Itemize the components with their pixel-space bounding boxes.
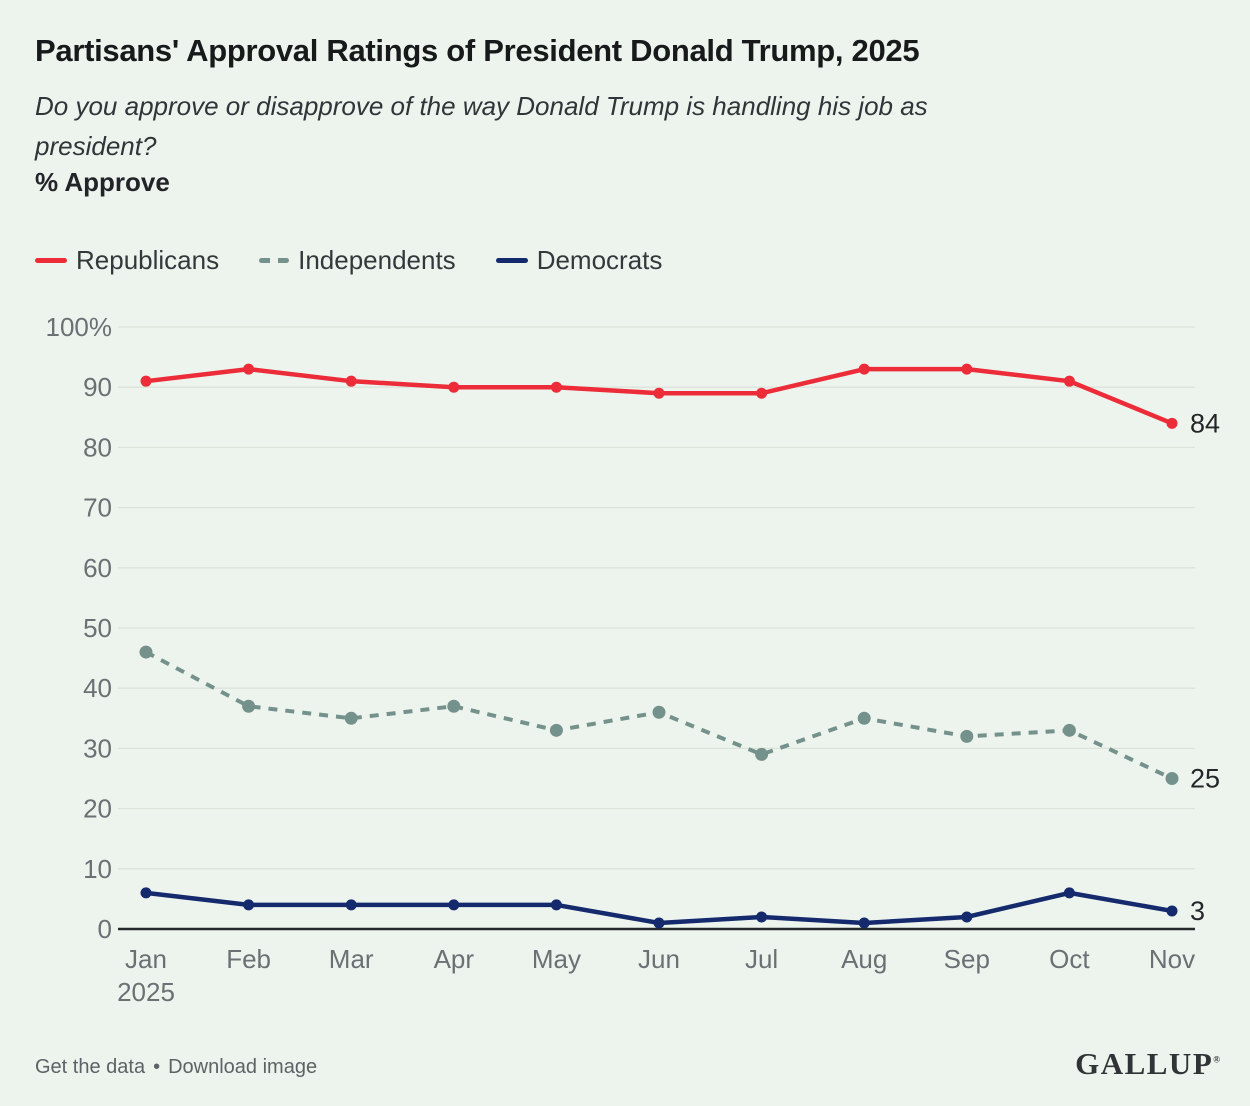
x-tick-label: Aug xyxy=(841,944,887,974)
democrats-point xyxy=(961,911,973,923)
y-tick-label: 20 xyxy=(83,794,112,824)
registered-mark-icon: ® xyxy=(1213,1054,1220,1065)
x-tick-label: Mar xyxy=(329,944,374,974)
independents-point xyxy=(857,711,871,725)
independents-point xyxy=(549,723,563,737)
y-tick-label: 100% xyxy=(46,312,113,342)
x-tick-label: Jun xyxy=(638,944,680,974)
democrats-point xyxy=(756,911,768,923)
x-tick-label: Apr xyxy=(434,944,475,974)
x-tick-label: Sep xyxy=(944,944,990,974)
democrats-point xyxy=(653,917,665,929)
republicans-point xyxy=(858,363,870,375)
y-tick-label: 60 xyxy=(83,553,112,583)
gallup-logo: GALLUP® xyxy=(1075,1046,1220,1082)
democrats-point xyxy=(1166,905,1178,917)
legend-label: Independents xyxy=(298,245,456,275)
legend-label: Republicans xyxy=(76,245,220,275)
republicans-point xyxy=(243,363,255,375)
x-tick-label: Nov xyxy=(1149,944,1195,974)
x-tick-label: Feb xyxy=(226,944,271,974)
republicans-point xyxy=(550,381,562,393)
republicans-point xyxy=(653,387,665,399)
independents-point xyxy=(139,645,153,659)
get-the-data-link[interactable]: Get the data xyxy=(35,1056,146,1078)
independents-point xyxy=(242,699,256,713)
independents-point xyxy=(344,711,358,725)
survey-question: Do you approve or disapprove of the way … xyxy=(35,91,928,161)
republicans-end-value-label: 84 xyxy=(1190,408,1220,438)
x-tick-label: May xyxy=(532,944,581,974)
independents-line xyxy=(145,650,1173,781)
republicans-line xyxy=(145,366,1173,426)
democrats-line-swatch-icon xyxy=(495,258,528,263)
democrats-point xyxy=(858,917,870,929)
y-tick-label: 40 xyxy=(83,673,112,703)
independents-point xyxy=(447,699,461,713)
x-axis-year-label: 2025 xyxy=(117,977,175,1007)
republicans-point xyxy=(961,363,973,375)
chart-legend: Republicans Independents Democrats xyxy=(35,245,662,276)
x-tick-label: Jul xyxy=(745,944,778,974)
republicans-point xyxy=(448,381,460,393)
y-tick-label: 50 xyxy=(83,613,112,643)
independents-dashed-swatch-icon xyxy=(259,258,290,263)
y-tick-label: 0 xyxy=(98,914,112,944)
democrats-point xyxy=(448,899,460,911)
legend-item-republicans: Republicans xyxy=(35,245,219,276)
republicans-point xyxy=(140,375,152,387)
gallup-logo-text: GALLUP xyxy=(1075,1046,1214,1081)
independents-point xyxy=(960,729,974,743)
x-tick-label: Oct xyxy=(1049,944,1090,974)
democrats-point xyxy=(345,899,357,911)
y-tick-label: 30 xyxy=(83,733,112,763)
independents-end-value-label: 25 xyxy=(1190,764,1220,794)
republicans-point xyxy=(756,387,768,399)
legend-item-independents: Independents xyxy=(259,245,456,276)
democrats-point xyxy=(140,887,152,899)
democrats-point xyxy=(550,899,562,911)
republicans-point xyxy=(1166,417,1178,429)
democrats-point xyxy=(1063,887,1075,899)
independents-point xyxy=(652,705,666,719)
footer-links: Get the data • Download image xyxy=(35,1056,317,1079)
democrats-end-value-label: 3 xyxy=(1190,896,1205,926)
metric-label: % Approve xyxy=(35,167,170,197)
download-image-link[interactable]: Download image xyxy=(168,1056,318,1078)
y-tick-label: 90 xyxy=(83,372,112,402)
independents-point xyxy=(1165,772,1179,785)
independents-point xyxy=(1062,723,1076,737)
republicans-point xyxy=(345,375,357,387)
legend-item-democrats: Democrats xyxy=(495,245,663,276)
legend-label: Democrats xyxy=(536,245,663,275)
y-tick-label: 70 xyxy=(83,493,112,523)
republicans-line-swatch-icon xyxy=(35,258,67,263)
x-tick-label: Jan xyxy=(125,944,167,974)
democrats-point xyxy=(243,899,255,911)
republicans-point xyxy=(1063,375,1075,387)
y-tick-label: 10 xyxy=(83,854,112,884)
democrats-line xyxy=(145,890,1173,926)
footer-separator: • xyxy=(153,1056,161,1078)
page-title: Partisans' Approval Ratings of President… xyxy=(35,33,920,68)
y-tick-label: 80 xyxy=(83,432,112,462)
independents-point xyxy=(755,747,769,761)
